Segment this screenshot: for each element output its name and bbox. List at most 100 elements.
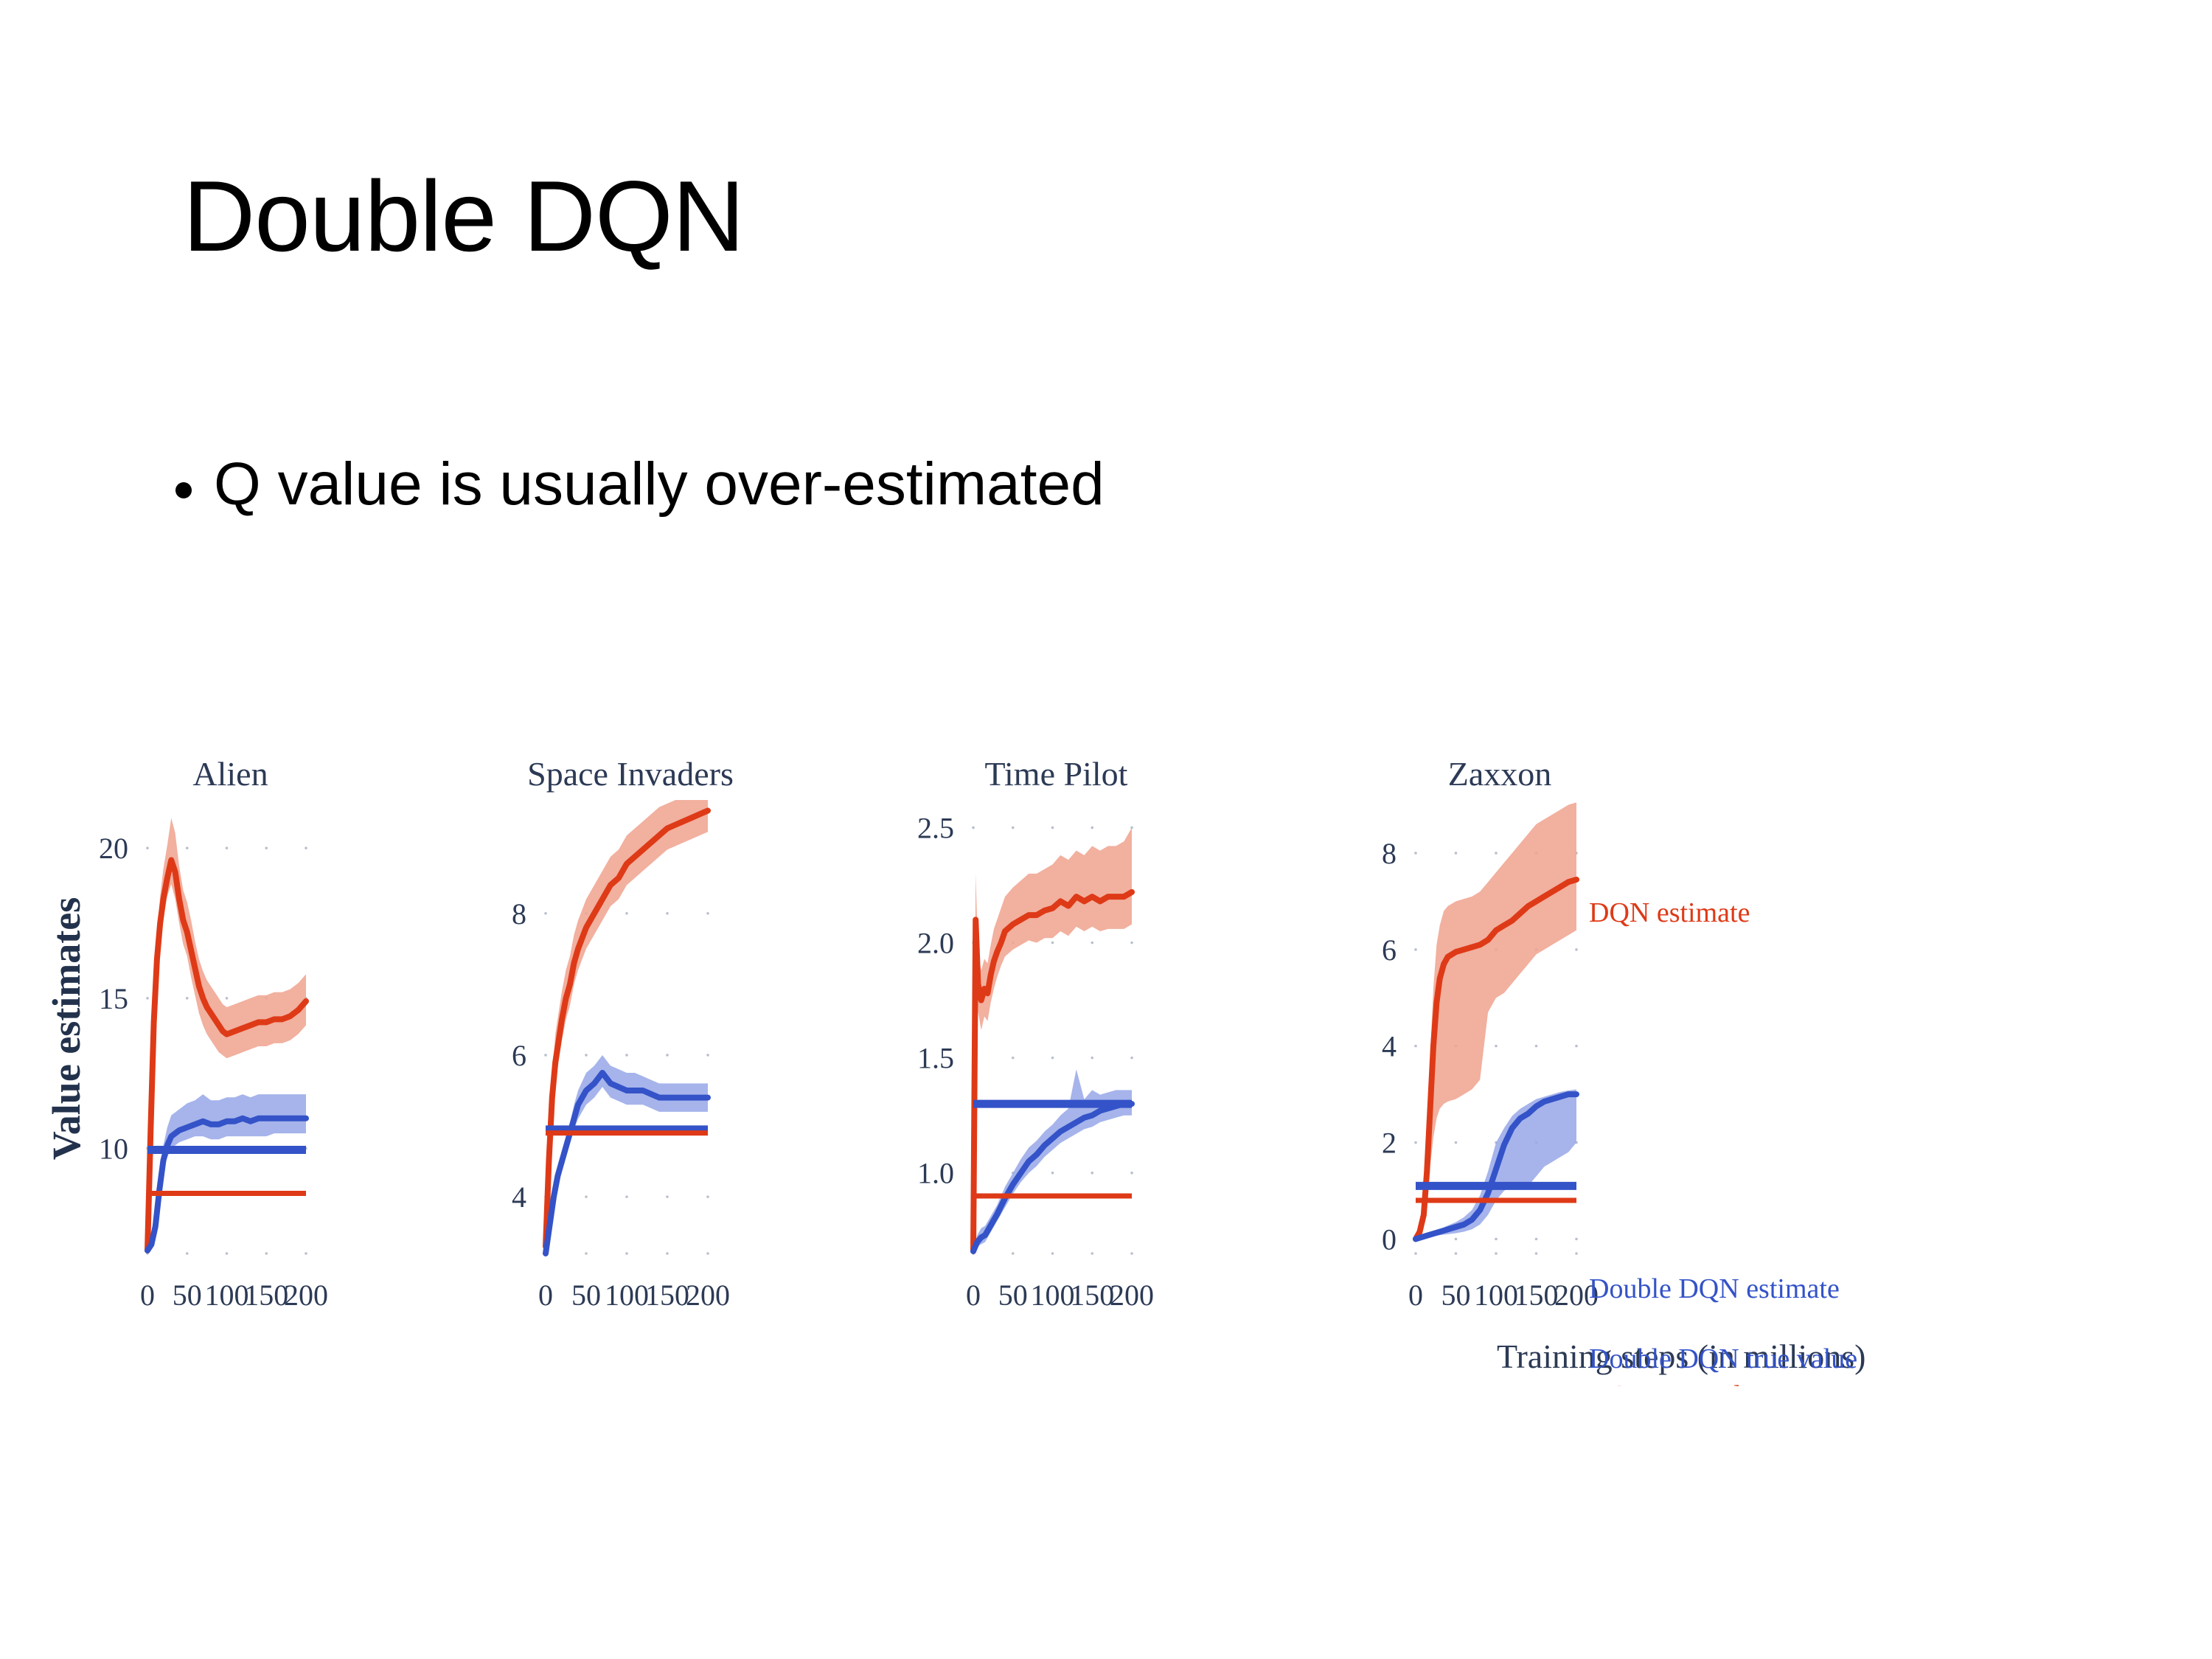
uncertainty-band xyxy=(1416,802,1576,1239)
grid-dot xyxy=(585,1195,588,1198)
y-tick-label: 2.0 xyxy=(917,927,954,960)
y-tick-label: 2.5 xyxy=(917,811,954,844)
grid-dot xyxy=(1414,852,1417,855)
grid-dot xyxy=(1051,1171,1054,1175)
estimate-line xyxy=(145,857,309,1253)
grid-dot xyxy=(1091,1056,1094,1060)
uncertainty-band xyxy=(147,1094,306,1251)
panel-title: Time Pilot xyxy=(985,755,1128,793)
grid-dot xyxy=(1495,1252,1498,1255)
grid-dot xyxy=(1495,1237,1498,1241)
estimate-line xyxy=(970,888,1135,1254)
y-tick-label: 6 xyxy=(512,1039,526,1072)
x-tick-label: 200 xyxy=(1110,1279,1154,1312)
grid-dot xyxy=(1051,1252,1054,1255)
grid-dot xyxy=(585,1054,588,1057)
grid-dot xyxy=(666,1252,669,1255)
grid-dot xyxy=(625,911,628,915)
panel-title: Space Invaders xyxy=(527,755,734,793)
x-tick-label: 0 xyxy=(538,1279,553,1312)
uncertainty-band xyxy=(546,1054,708,1253)
uncertainty-band xyxy=(973,1069,1132,1251)
grid-dot xyxy=(1091,1252,1094,1255)
grid-dot xyxy=(544,911,547,915)
uncertainty-band xyxy=(546,800,708,1247)
grid-dot xyxy=(185,1252,189,1255)
uncertainty-band xyxy=(973,827,1132,1251)
grid-dot xyxy=(1495,1044,1498,1048)
grid-dot xyxy=(1414,1141,1417,1144)
grid-dot xyxy=(706,1195,709,1198)
x-tick-label: 50 xyxy=(998,1279,1028,1312)
grid-dot xyxy=(1534,1252,1538,1255)
grid-dot xyxy=(305,1252,307,1255)
grid-dot xyxy=(1454,852,1458,855)
grid-dot xyxy=(1051,1056,1054,1060)
grid-dot xyxy=(1130,1056,1133,1060)
grid-dot xyxy=(706,1054,709,1057)
y-tick-label: 0 xyxy=(1382,1222,1397,1256)
estimate-line xyxy=(970,1101,1135,1254)
grid-dot xyxy=(1575,948,1578,951)
legend-label-double-dqn-true-value: Double DQN true value xyxy=(1589,1343,1857,1374)
panel-title: Zaxxon xyxy=(1448,755,1552,793)
grid-dot xyxy=(1011,1056,1015,1060)
grid-dot xyxy=(1414,948,1417,951)
grid-dot xyxy=(1454,1141,1458,1144)
grid-dot xyxy=(1454,1237,1458,1241)
estimate-line xyxy=(145,1115,309,1253)
x-tick-label: 50 xyxy=(1441,1279,1471,1312)
grid-dot xyxy=(1454,1252,1458,1255)
y-tick-label: 6 xyxy=(1382,933,1397,967)
estimate-line xyxy=(1413,876,1579,1242)
x-tick-label: 0 xyxy=(140,1279,155,1312)
grid-dot xyxy=(225,1252,229,1255)
x-tick-label: 200 xyxy=(1554,1279,1599,1312)
grid-dot xyxy=(1495,852,1498,855)
grid-dot xyxy=(706,911,709,915)
x-tick-label: 150 xyxy=(244,1279,288,1312)
grid-dot xyxy=(185,846,189,849)
y-tick-label: 1.5 xyxy=(917,1042,954,1075)
grid-dot xyxy=(972,826,975,830)
grid-dot xyxy=(1534,1044,1538,1048)
grid-dot xyxy=(666,1054,669,1057)
grid-dot xyxy=(585,1252,588,1255)
grid-dot xyxy=(1414,1252,1417,1255)
grid-dot xyxy=(1534,1237,1538,1241)
legend-label-dqn-estimate: DQN estimate xyxy=(1589,897,1750,928)
grid-dot xyxy=(1130,1252,1133,1255)
bullet-text: Q value is usually over-estimated xyxy=(214,451,1105,518)
grid-dot xyxy=(185,997,189,1000)
grid-dot xyxy=(1091,941,1094,945)
grid-dot xyxy=(625,1252,628,1255)
x-tick-label: 50 xyxy=(571,1279,601,1312)
page-title: Double DQN xyxy=(183,160,745,272)
x-tick-label: 100 xyxy=(605,1279,649,1312)
grid-dot xyxy=(1091,1171,1094,1175)
panel-title: Alien xyxy=(192,755,268,793)
estimate-line xyxy=(543,1069,711,1256)
grid-dot xyxy=(706,1252,709,1255)
estimate-line xyxy=(543,807,711,1250)
y-tick-label: 8 xyxy=(512,897,526,931)
grid-dot xyxy=(666,1195,669,1198)
y-tick-label: 15 xyxy=(99,982,128,1015)
y-tick-label: 4 xyxy=(512,1180,526,1214)
legend-label-double-dqn-estimate: Double DQN estimate xyxy=(1589,1273,1840,1304)
grid-dot xyxy=(1011,826,1015,830)
grid-dot xyxy=(146,997,149,1000)
estimate-line xyxy=(1413,1091,1579,1242)
grid-dot xyxy=(544,1054,547,1057)
x-tick-label: 0 xyxy=(966,1279,981,1312)
x-tick-label: 150 xyxy=(1070,1279,1114,1312)
grid-dot xyxy=(1575,1044,1578,1048)
y-tick-label: 2 xyxy=(1382,1127,1397,1160)
x-tick-label: 150 xyxy=(1514,1279,1559,1312)
x-tick-label: 200 xyxy=(284,1279,328,1312)
grid-dot xyxy=(1130,826,1133,830)
grid-dot xyxy=(225,846,229,849)
grid-dot xyxy=(1414,1044,1417,1048)
